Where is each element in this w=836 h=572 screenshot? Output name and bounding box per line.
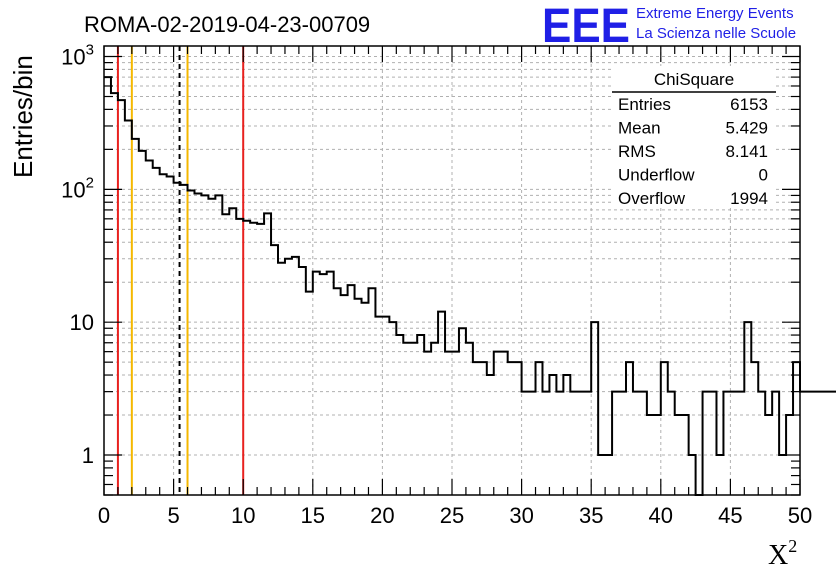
stats-label: Entries — [618, 95, 671, 114]
x-tick-label: 15 — [301, 503, 325, 528]
x-tick-label: 50 — [788, 503, 812, 528]
x-tick-label: 45 — [718, 503, 742, 528]
x-axis-label-base: X — [768, 540, 788, 571]
y-axis: 1 10 102 103 — [61, 42, 800, 496]
stats-value: 5.429 — [725, 119, 768, 138]
logo-mark: EEE — [542, 0, 630, 53]
x-tick-label: 40 — [649, 503, 673, 528]
histogram-outline — [104, 76, 836, 496]
stats-value: 1994 — [730, 189, 768, 208]
x-tick-label: 25 — [440, 503, 464, 528]
y-tick-label: 1 — [82, 443, 94, 468]
marker-lines — [116, 46, 245, 495]
stats-box-background — [612, 66, 776, 206]
x-axis-label: X2 — [768, 536, 797, 571]
stats-title: ChiSquare — [654, 70, 734, 89]
stats-label: Underflow — [618, 166, 695, 185]
y-tick-label: 102 — [61, 174, 94, 202]
x-axis: 0 5 10 15 20 25 30 35 40 45 50 — [98, 46, 812, 528]
eee-logo: EEE Extreme Energy Events La Scienza nel… — [542, 0, 796, 53]
stats-value: 0 — [759, 166, 768, 185]
x-tick-label: 10 — [231, 503, 255, 528]
chart-title: ROMA-02-2019-04-23-00709 — [84, 12, 370, 37]
x-axis-label-sup: 2 — [788, 536, 797, 556]
stats-value: 8.141 — [725, 142, 768, 161]
stats-value: 6153 — [730, 95, 768, 114]
logo-line-1: Extreme Energy Events — [636, 5, 794, 22]
y-tick-label: 10 — [70, 310, 94, 335]
stats-label: Overflow — [618, 189, 686, 208]
grid — [104, 46, 800, 495]
y-axis-label: Entries/bin — [8, 55, 38, 178]
x-tick-label: 5 — [167, 503, 179, 528]
stats-box: ChiSquare Entries 6153 Mean 5.429 RMS 8.141 Un… — [612, 66, 776, 208]
stats-label: RMS — [618, 142, 656, 161]
logo-line-2: La Scienza nelle Scuole — [636, 25, 796, 42]
x-tick-label: 30 — [509, 503, 533, 528]
stats-label: Mean — [618, 119, 661, 138]
x-tick-label: 0 — [98, 503, 110, 528]
x-tick-label: 35 — [579, 503, 603, 528]
y-tick-label: 103 — [61, 42, 94, 70]
x-tick-label: 20 — [370, 503, 394, 528]
